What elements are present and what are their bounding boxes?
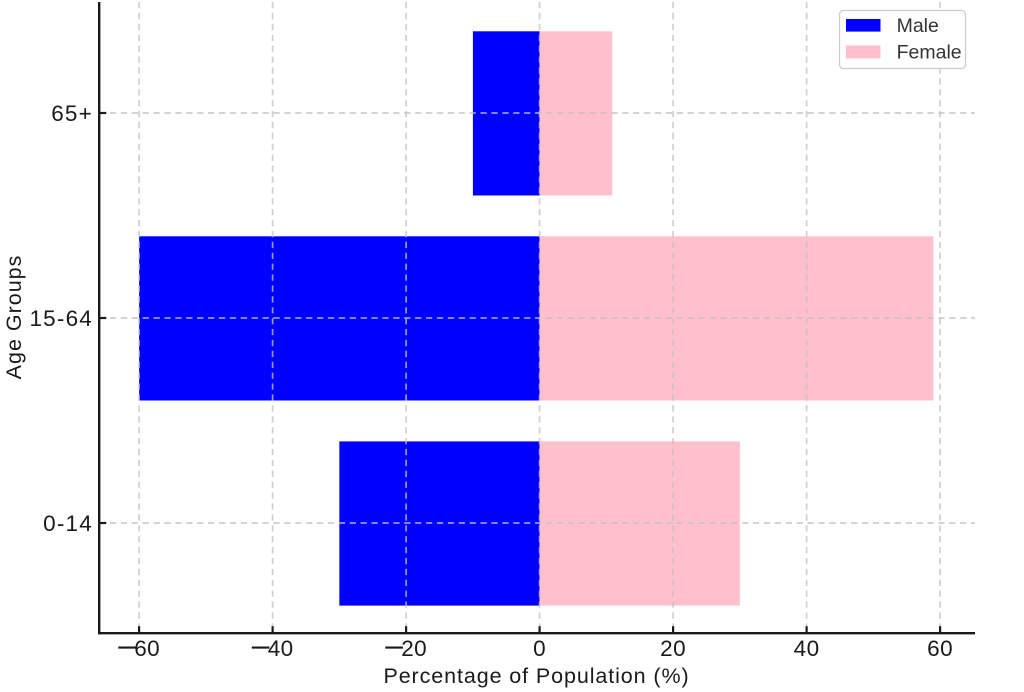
svg-text:20: 20 <box>401 636 427 661</box>
svg-text:Female: Female <box>897 42 962 64</box>
svg-text:20: 20 <box>660 636 686 661</box>
svg-text:60: 60 <box>134 636 160 661</box>
svg-text:40: 40 <box>794 636 820 661</box>
svg-text:0: 0 <box>533 636 546 661</box>
svg-text:65+: 65+ <box>51 101 93 126</box>
svg-text:60: 60 <box>927 636 953 661</box>
svg-text:Age Groups: Age Groups <box>2 255 26 380</box>
svg-text:Percentage of Population (%): Percentage of Population (%) <box>383 664 689 688</box>
svg-text:40: 40 <box>268 636 294 661</box>
svg-text:Male: Male <box>897 15 939 37</box>
svg-text:0-14: 0-14 <box>43 511 93 536</box>
svg-text:15-64: 15-64 <box>29 306 93 331</box>
